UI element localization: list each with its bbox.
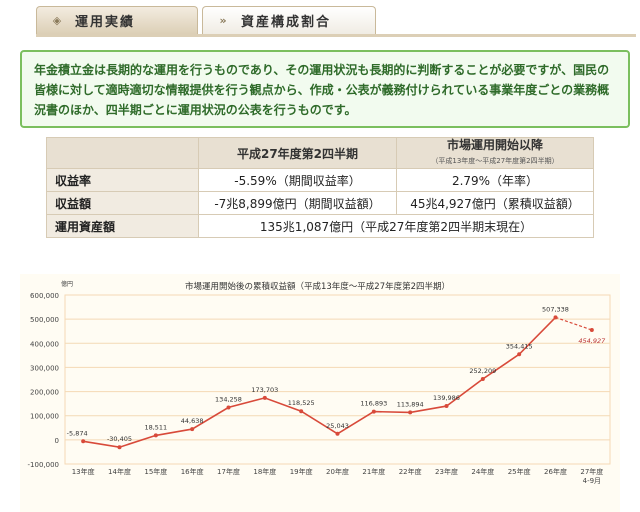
data-label: 116,893 — [360, 400, 387, 408]
data-point — [226, 405, 231, 410]
intro-box: 年金積立金は長期的な運用を行うものであり、その運用状況も長期的に判断することが必… — [20, 50, 630, 128]
data-label: 44,638 — [181, 417, 204, 425]
y-tick-label: 100,000 — [30, 413, 59, 421]
col-header-since-start-sub: （平成13年度〜平成27年度第2四半期） — [431, 157, 559, 165]
performance-table: 平成27年度第2四半期 市場運用開始以降 （平成13年度〜平成27年度第2四半期… — [46, 137, 594, 238]
tab-performance-label: 運用実績 — [75, 15, 136, 30]
row-label-assets: 運用資産額 — [46, 214, 199, 238]
data-label: 118,525 — [288, 399, 315, 407]
data-point — [190, 427, 195, 432]
x-tick-label: 25年度 — [508, 467, 531, 476]
data-label: -30,405 — [107, 435, 132, 443]
data-label: 25,043 — [326, 422, 349, 430]
table-row: 運用資産額 135兆1,087億円（平成27年度第2四半期末現在） — [46, 214, 594, 238]
x-tick-label: 15年度 — [144, 467, 167, 476]
chevron-right-icon: » — [219, 14, 227, 27]
cumulative-return-chart: -100,000 0 100,000 200,000 300,000 400,000 500… — [20, 274, 620, 512]
chart-title: 市場運用開始後の累積収益額（平成13年度〜平成27年度第2四半期） — [185, 281, 450, 292]
y-tick-label: 0 — [55, 437, 59, 445]
col-header-quarter: 平成27年度第2四半期 — [198, 137, 397, 169]
x-tick-label: 4-9月 — [583, 477, 601, 485]
x-tick-label: 27年度 — [580, 467, 603, 476]
x-tick-label: 21年度 — [362, 467, 385, 476]
tab-asset-allocation[interactable]: » 資産構成割合 — [202, 6, 376, 34]
y-tick-label: 400,000 — [30, 340, 59, 348]
x-tick-label: 20年度 — [326, 467, 349, 476]
intro-text: 年金積立金は長期的な運用を行うものであり、その運用状況も長期的に判断することが必… — [34, 63, 610, 117]
data-label: 139,986 — [433, 394, 460, 402]
series-line — [83, 316, 557, 449]
data-point — [480, 376, 485, 381]
data-point — [444, 404, 449, 409]
x-tick-label: 19年度 — [290, 467, 313, 476]
x-tick-label: 17年度 — [217, 467, 240, 476]
data-label: 113,894 — [397, 400, 424, 408]
assets-value: 135兆1,087億円（平成27年度第2四半期末現在） — [198, 214, 594, 238]
chevron-right-icon: ◈ — [52, 14, 62, 27]
data-point — [371, 409, 376, 414]
data-point — [117, 445, 122, 450]
return-amount-since-start: 45兆4,927億円（累積収益額） — [396, 191, 594, 215]
data-label: 354,415 — [506, 342, 533, 350]
tab-underline — [36, 34, 636, 37]
data-label: 507,338 — [542, 305, 569, 313]
table-header-row: 平成27年度第2四半期 市場運用開始以降 （平成13年度〜平成27年度第2四半期… — [46, 137, 594, 169]
x-tick-label: 22年度 — [399, 467, 422, 476]
data-point — [262, 395, 267, 400]
data-point — [517, 352, 522, 357]
x-tick-label: 18年度 — [253, 467, 276, 476]
data-label: 173,703 — [251, 386, 278, 394]
x-tick-label: 24年度 — [471, 467, 494, 476]
table-row: 収益率 -5.59%（期間収益率） 2.79%（年率） — [46, 168, 594, 192]
col-header-since-start: 市場運用開始以降 （平成13年度〜平成27年度第2四半期） — [396, 137, 594, 169]
col-header-since-start-title: 市場運用開始以降 — [446, 138, 543, 152]
x-tick-label: 23年度 — [435, 467, 458, 476]
x-tick-label: 16年度 — [181, 467, 204, 476]
data-label: 18,511 — [144, 423, 167, 431]
data-point — [153, 433, 158, 438]
tab-asset-allocation-label: 資産構成割合 — [241, 15, 332, 30]
table-row: 収益額 -7兆8,899億円（期間収益額） 45兆4,927億円（累積収益額） — [46, 191, 594, 215]
y-tick-label: 600,000 — [30, 292, 59, 300]
y-tick-label: 300,000 — [30, 364, 59, 372]
data-label: 134,258 — [215, 395, 242, 403]
return-rate-since-start: 2.79%（年率） — [396, 168, 594, 192]
tab-performance[interactable]: ◈ 運用実績 — [36, 6, 198, 34]
return-rate-quarter: -5.59%（期間収益率） — [198, 168, 397, 192]
chart-svg: -100,000 0 100,000 200,000 300,000 400,000 500… — [28, 280, 611, 485]
y-tick-label: 200,000 — [30, 389, 59, 397]
x-tick-label: 26年度 — [544, 467, 567, 476]
series-line-dashed — [555, 316, 593, 331]
table-corner — [46, 137, 199, 169]
data-point — [81, 439, 86, 444]
data-point — [299, 409, 304, 414]
data-point — [553, 315, 558, 320]
data-point — [408, 410, 413, 415]
data-label: 252,209 — [469, 367, 496, 375]
data-point — [589, 328, 594, 333]
x-tick-label: 13年度 — [72, 467, 95, 476]
data-point — [335, 431, 340, 436]
x-tick-label: 14年度 — [108, 467, 131, 476]
y-tick-label: -100,000 — [28, 461, 59, 469]
y-axis-unit: 億円 — [61, 280, 73, 288]
return-amount-quarter: -7兆8,899億円（期間収益額） — [198, 191, 397, 215]
row-label-return-rate: 収益率 — [46, 168, 199, 192]
row-label-return-amount: 収益額 — [46, 191, 199, 215]
y-tick-label: 500,000 — [30, 316, 59, 324]
tab-bar: ◈ 運用実績 » 資産構成割合 — [36, 6, 636, 36]
data-label: -5,874 — [67, 429, 88, 437]
data-label: 454,927 — [578, 337, 606, 345]
